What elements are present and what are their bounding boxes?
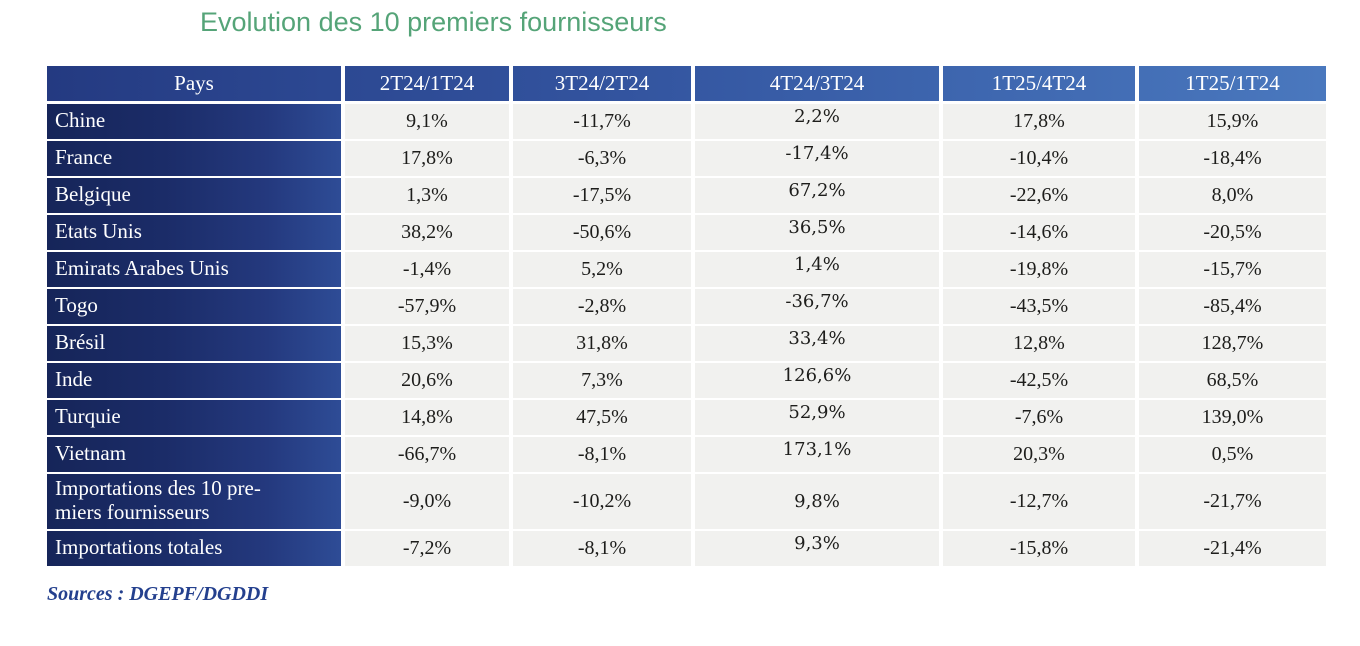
column-header-4t24-3t24: 4T24/3T24 <box>695 66 943 104</box>
row-label: Emirats Arabes Unis <box>47 252 345 289</box>
value-cell: 7,3% <box>513 363 695 400</box>
table-row: Emirats Arabes Unis -1,4% 5,2% 1,4% -19,8% -1… <box>47 252 1326 289</box>
value-cell: -50,6% <box>513 215 695 252</box>
row-label: France <box>47 141 345 178</box>
column-header-1t25-1t24: 1T25/1T24 <box>1139 66 1326 104</box>
value-cell: -10,4% <box>943 141 1139 178</box>
table-row: Etats Unis 38,2% -50,6% 36,5% -14,6% -20,5% <box>47 215 1326 252</box>
row-label: Brésil <box>47 326 345 363</box>
value-cell: -36,7% <box>695 289 943 326</box>
value-cell: 36,5% <box>695 215 943 252</box>
suppliers-evolution-table: Pays 2T24/1T24 3T24/2T24 4T24/3T24 1T25/4T24… <box>47 66 1326 568</box>
value-cell: 139,0% <box>1139 400 1326 437</box>
value-cell: 14,8% <box>345 400 513 437</box>
value-cell: 15,9% <box>1139 104 1326 141</box>
source-note: Sources : DGEPF/DGDDI <box>47 583 269 605</box>
value-cell: -19,8% <box>943 252 1139 289</box>
value-cell: -10,2% <box>513 474 695 531</box>
value-cell: -7,2% <box>345 531 513 568</box>
row-label: Importations des 10 pre- miers fournisse… <box>47 474 345 531</box>
value-cell: 17,8% <box>943 104 1139 141</box>
value-cell: -9,0% <box>345 474 513 531</box>
value-cell: -17,4% <box>695 141 943 178</box>
table-row: Inde 20,6% 7,3% 126,6% -42,5% 68,5% <box>47 363 1326 400</box>
value-cell: -57,9% <box>345 289 513 326</box>
value-cell: -8,1% <box>513 531 695 568</box>
value-cell: -21,7% <box>1139 474 1326 531</box>
value-cell: -15,8% <box>943 531 1139 568</box>
table-row: France 17,8% -6,3% -17,4% -10,4% -18,4% <box>47 141 1326 178</box>
column-header-pays: Pays <box>47 66 345 104</box>
value-cell: -85,4% <box>1139 289 1326 326</box>
value-cell: -18,4% <box>1139 141 1326 178</box>
page-title: Evolution des 10 premiers fournisseurs <box>200 7 667 37</box>
value-cell: -1,4% <box>345 252 513 289</box>
row-label: Togo <box>47 289 345 326</box>
value-cell: -12,7% <box>943 474 1139 531</box>
value-cell: -11,7% <box>513 104 695 141</box>
table-body: Chine 9,1% -11,7% 2,2% 17,8% 15,9% France 17,8%… <box>47 104 1326 568</box>
table-header: Pays 2T24/1T24 3T24/2T24 4T24/3T24 1T25/4T24… <box>47 66 1326 104</box>
value-cell: 31,8% <box>513 326 695 363</box>
value-cell: -17,5% <box>513 178 695 215</box>
table-row: Importations des 10 pre- miers fournisse… <box>47 474 1326 531</box>
table-row: Turquie 14,8% 47,5% 52,9% -7,6% 139,0% <box>47 400 1326 437</box>
value-cell: -22,6% <box>943 178 1139 215</box>
value-cell: 128,7% <box>1139 326 1326 363</box>
table-row: Belgique 1,3% -17,5% 67,2% -22,6% 8,0% <box>47 178 1326 215</box>
value-cell: 9,1% <box>345 104 513 141</box>
value-cell: -43,5% <box>943 289 1139 326</box>
value-cell: -21,4% <box>1139 531 1326 568</box>
value-cell: 67,2% <box>695 178 943 215</box>
value-cell: 38,2% <box>345 215 513 252</box>
value-cell: 173,1% <box>695 437 943 474</box>
value-cell: 33,4% <box>695 326 943 363</box>
value-cell: 8,0% <box>1139 178 1326 215</box>
value-cell: -2,8% <box>513 289 695 326</box>
table-row: Brésil 15,3% 31,8% 33,4% 12,8% 128,7% <box>47 326 1326 363</box>
column-header-1t25-4t24: 1T25/4T24 <box>943 66 1139 104</box>
value-cell: 47,5% <box>513 400 695 437</box>
row-label: Turquie <box>47 400 345 437</box>
row-label: Belgique <box>47 178 345 215</box>
value-cell: -8,1% <box>513 437 695 474</box>
value-cell: 15,3% <box>345 326 513 363</box>
value-cell: 0,5% <box>1139 437 1326 474</box>
row-label: Inde <box>47 363 345 400</box>
table-row: Importations totales -7,2% -8,1% 9,3% -15,8%… <box>47 531 1326 568</box>
value-cell: -20,5% <box>1139 215 1326 252</box>
value-cell: 1,3% <box>345 178 513 215</box>
table-row: Chine 9,1% -11,7% 2,2% 17,8% 15,9% <box>47 104 1326 141</box>
column-header-3t24-2t24: 3T24/2T24 <box>513 66 695 104</box>
value-cell: -6,3% <box>513 141 695 178</box>
value-cell: 20,6% <box>345 363 513 400</box>
table-row: Togo -57,9% -2,8% -36,7% -43,5% -85,4% <box>47 289 1326 326</box>
row-label: Chine <box>47 104 345 141</box>
value-cell: -14,6% <box>943 215 1139 252</box>
row-label: Etats Unis <box>47 215 345 252</box>
column-header-2t24-1t24: 2T24/1T24 <box>345 66 513 104</box>
value-cell: 52,9% <box>695 400 943 437</box>
value-cell: 2,2% <box>695 104 943 141</box>
row-label: Importations totales <box>47 531 345 568</box>
row-label: Vietnam <box>47 437 345 474</box>
value-cell: -15,7% <box>1139 252 1326 289</box>
value-cell: 1,4% <box>695 252 943 289</box>
value-cell: -42,5% <box>943 363 1139 400</box>
table-header-row: Pays 2T24/1T24 3T24/2T24 4T24/3T24 1T25/4T24… <box>47 66 1326 104</box>
value-cell: 17,8% <box>345 141 513 178</box>
value-cell: 9,3% <box>695 531 943 568</box>
value-cell: -7,6% <box>943 400 1139 437</box>
value-cell: 9,8% <box>695 474 943 531</box>
table-row: Vietnam -66,7% -8,1% 173,1% 20,3% 0,5% <box>47 437 1326 474</box>
value-cell: 68,5% <box>1139 363 1326 400</box>
value-cell: -66,7% <box>345 437 513 474</box>
value-cell: 126,6% <box>695 363 943 400</box>
value-cell: 20,3% <box>943 437 1139 474</box>
value-cell: 12,8% <box>943 326 1139 363</box>
value-cell: 5,2% <box>513 252 695 289</box>
